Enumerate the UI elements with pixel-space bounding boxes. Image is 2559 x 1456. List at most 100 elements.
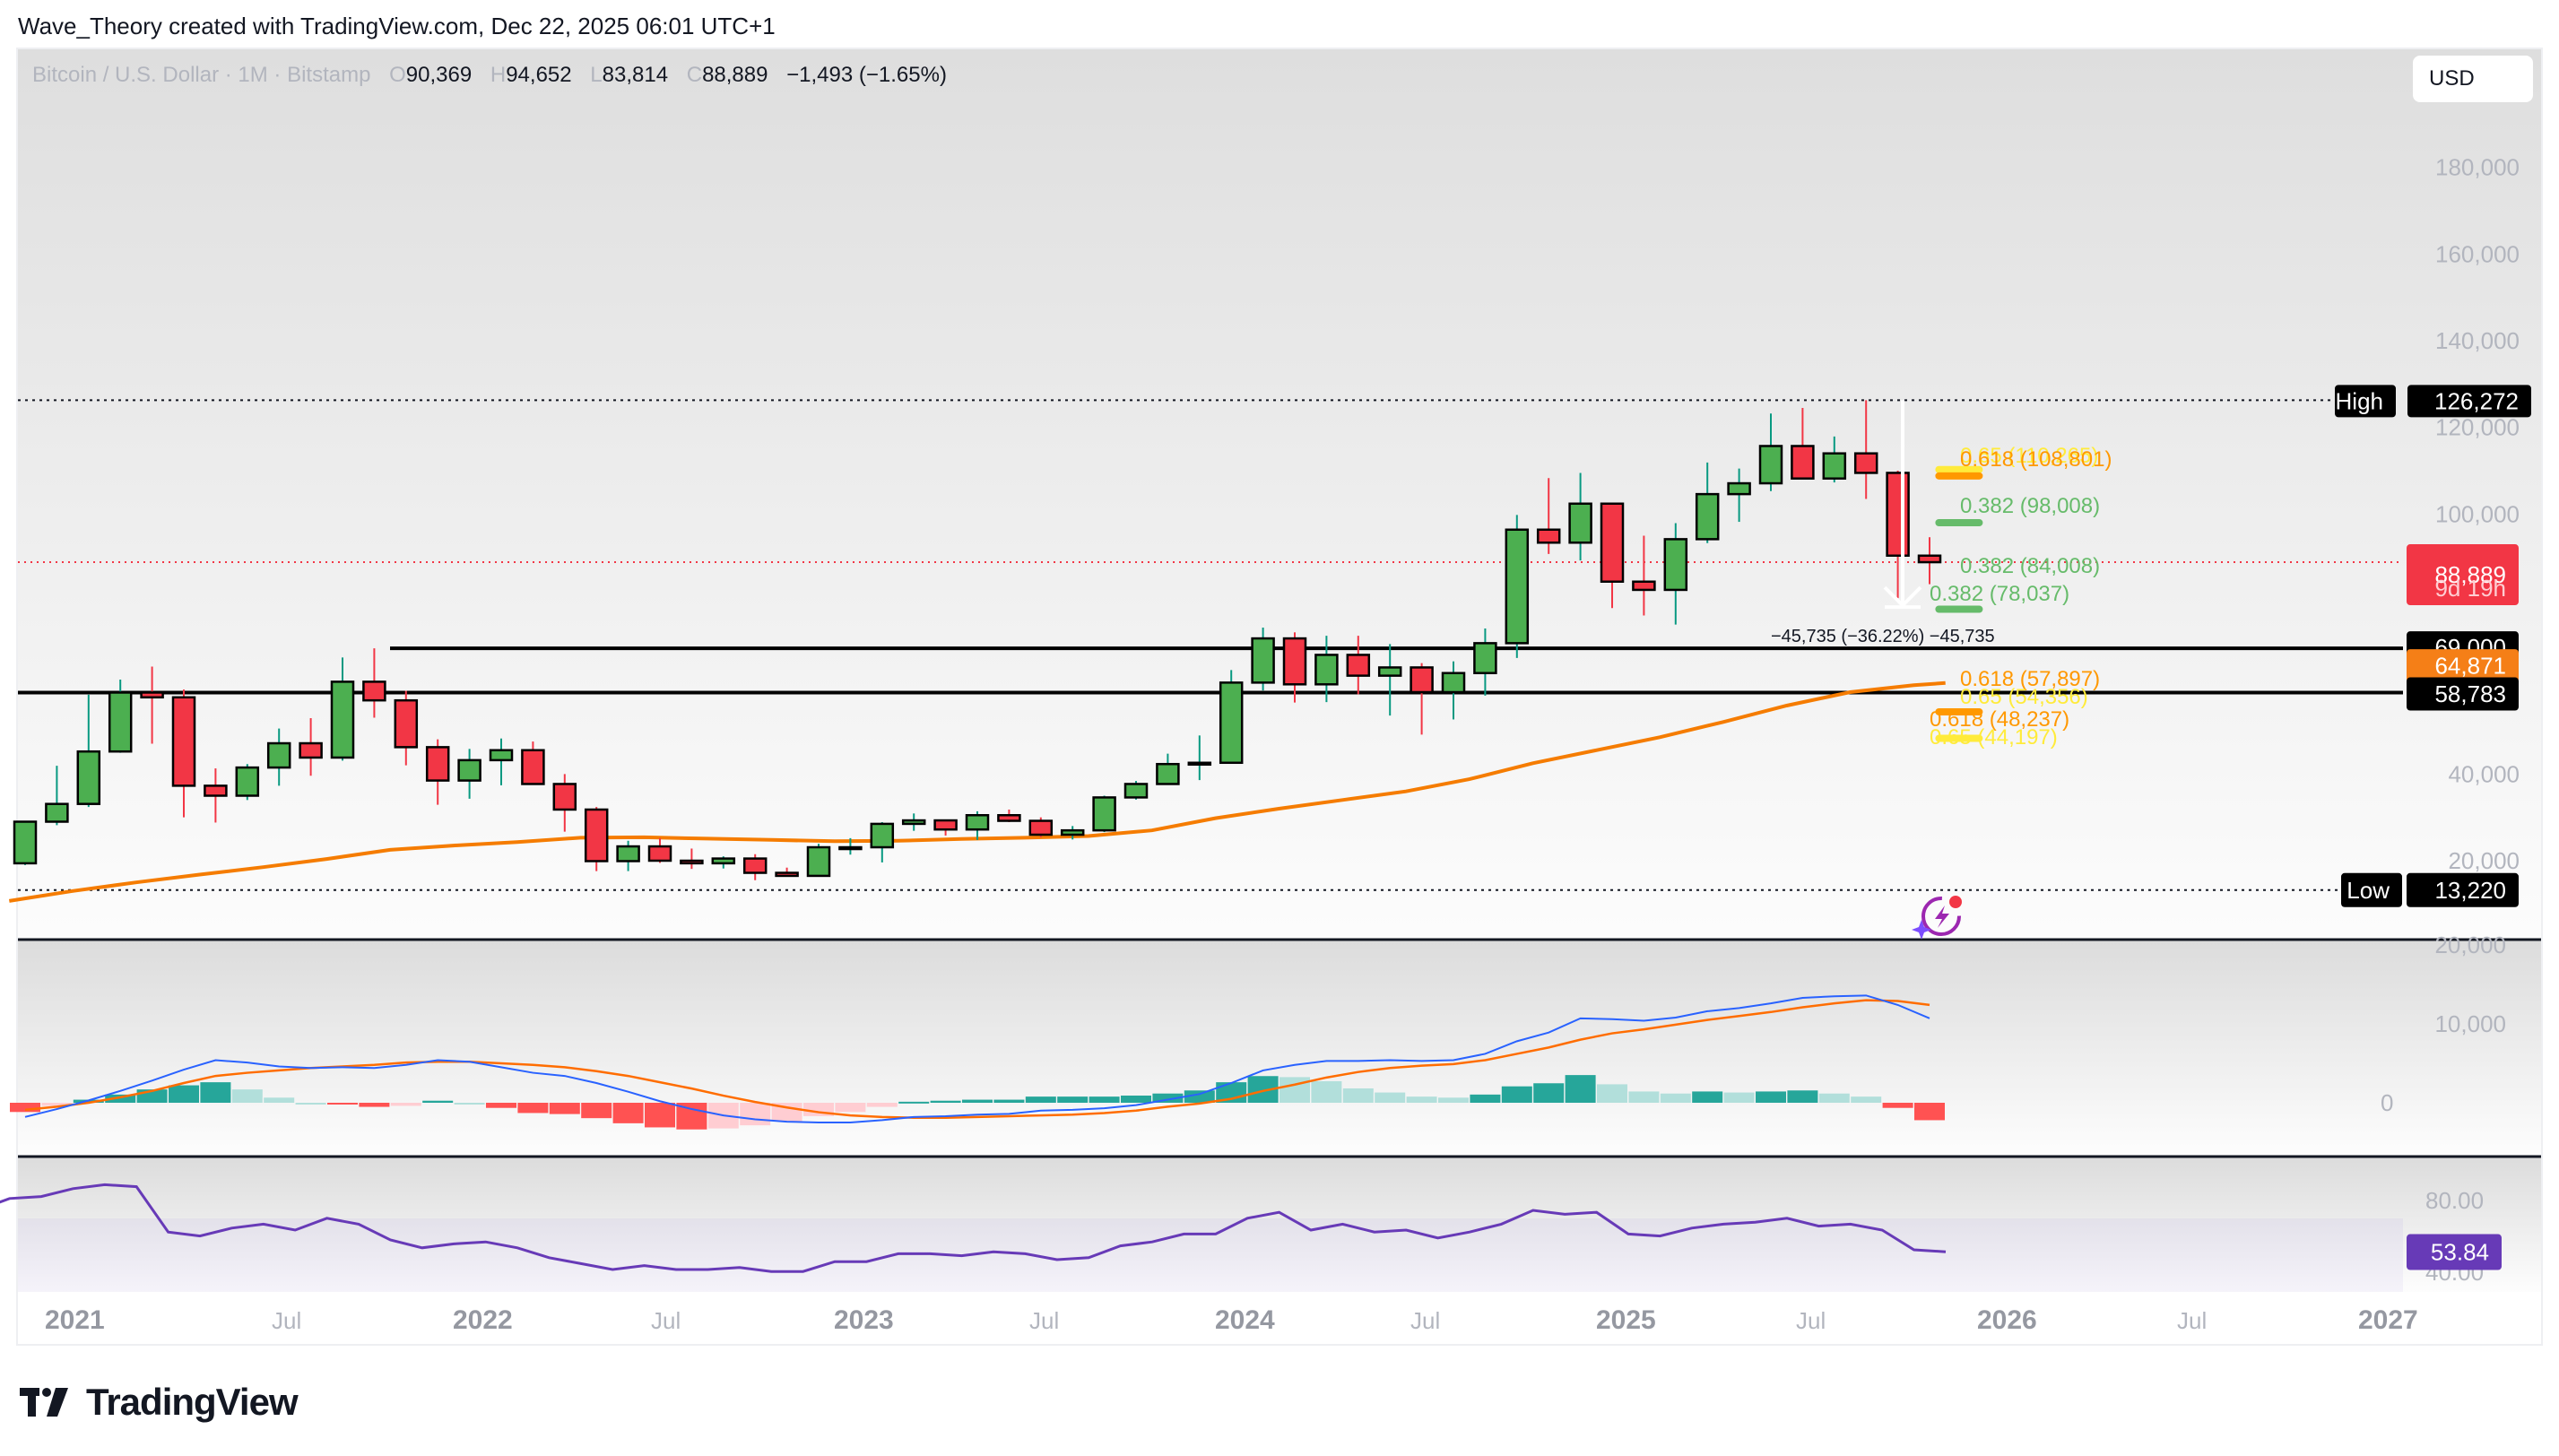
last-price-tag: 88,889: [2407, 544, 2519, 606]
candle: [965, 814, 990, 831]
currency-button[interactable]: USD: [2413, 56, 2533, 102]
candlesticks: [13, 400, 1942, 880]
candle: [870, 822, 895, 849]
fib-annotations: 0.65 (110,265)0.618 (108,801) 0.382 (98,0…: [1771, 400, 2112, 750]
candle: [1251, 637, 1275, 684]
macd-axis-tick: 20,000: [2434, 932, 2506, 958]
candle: [1853, 452, 1878, 474]
fib-level-label: 0.65 (110,265): [1960, 444, 2098, 468]
time-axis-tick: 2022: [453, 1305, 513, 1335]
rsi-value-tag: 53.84: [2407, 1234, 2502, 1270]
tradingview-logo-icon: [20, 1388, 68, 1417]
time-axis-tick: Jul: [1796, 1307, 1826, 1334]
candle: [806, 845, 831, 878]
candle: [1632, 580, 1656, 592]
horizontal-levels: [18, 399, 2403, 891]
candle: [330, 680, 355, 759]
candle: [1028, 819, 1054, 836]
high-label: H: [490, 63, 507, 87]
fib-level-label: 0.65 (44,197): [1930, 725, 2058, 750]
svg-text:53.84: 53.84: [2431, 1239, 2489, 1266]
ema-value-tag: 64,871: [2407, 649, 2519, 683]
candle: [1568, 502, 1592, 544]
tradingview-logo[interactable]: TradingView: [20, 1381, 299, 1424]
candle: [521, 749, 545, 785]
candle: [1822, 452, 1847, 480]
candle: [457, 758, 481, 782]
candle: [204, 784, 228, 797]
macd-axis-tick: 10,000: [2434, 1010, 2506, 1037]
rsi-indicator: [0, 1183, 1947, 1273]
rsi-axis-tick: 80.00: [2425, 1187, 2484, 1214]
open-value: 90,369: [405, 63, 473, 87]
arrow-down-icon: [1883, 585, 1922, 608]
time-axis-tick: 2023: [834, 1305, 894, 1335]
symbol-title[interactable]: Bitcoin / U.S. Dollar · 1M · Bitstamp: [32, 63, 371, 87]
candle: [1282, 637, 1307, 686]
candle: [680, 859, 704, 865]
candle: [742, 857, 768, 874]
high-value: 94,652: [506, 63, 572, 87]
candle: [1791, 445, 1815, 480]
countdown-label: 9d 19h: [2434, 575, 2506, 602]
price-axis-tick: 100,000: [2435, 500, 2520, 527]
candle: [1187, 761, 1212, 767]
lightning-sparkle-icon[interactable]: [1912, 896, 1962, 940]
candle: [584, 808, 609, 862]
price-axis-tick: 140,000: [2435, 327, 2520, 354]
price-axis-tick: 180,000: [2435, 154, 2520, 181]
candle: [1377, 666, 1402, 677]
low-label-tag: Low: [2341, 872, 2402, 907]
svg-text:High: High: [2336, 387, 2383, 414]
change-value: −1,493 (−1.65%): [786, 63, 947, 87]
time-axis-tick: 2026: [1977, 1305, 2037, 1335]
candle: [171, 696, 196, 787]
measure-label: −45,735 (−36.22%) −45,735: [1771, 627, 1995, 646]
main-pane-bg: [18, 49, 2541, 939]
candle: [1060, 828, 1085, 836]
candle: [362, 680, 386, 702]
time-axis-tick: Jul: [1029, 1307, 1059, 1334]
low-value-tag: 13,220: [2407, 872, 2519, 907]
svg-text:13,220: 13,220: [2434, 877, 2506, 904]
low-value: 83,814: [602, 63, 669, 87]
close-value: 88,889: [702, 63, 768, 87]
candle: [997, 814, 1021, 822]
candle: [901, 819, 926, 826]
candle: [266, 741, 291, 769]
fib-level-label: 0.65 (54,356): [1960, 685, 2088, 709]
time-axis-tick: 2027: [2358, 1305, 2418, 1335]
svg-text:88,889: 88,889: [2434, 561, 2506, 588]
price-axis-tick: 120,000: [2435, 414, 2520, 441]
candle: [425, 746, 450, 782]
time-axis-tick: Jul: [651, 1307, 681, 1334]
svg-text:58,783: 58,783: [2434, 680, 2506, 707]
candle: [1473, 642, 1497, 674]
time-axis-tick: 2021: [45, 1305, 105, 1335]
candle: [1695, 492, 1720, 541]
time-axis-tick: Jul: [2177, 1307, 2207, 1334]
candle: [1219, 681, 1244, 765]
macd-pane-bg: [18, 940, 2541, 1156]
candle: [1410, 666, 1434, 694]
candle: [1092, 796, 1116, 832]
candle: [552, 783, 577, 811]
candle: [1156, 762, 1180, 785]
candle: [1536, 528, 1561, 544]
candle: [489, 749, 514, 762]
candle: [1600, 502, 1625, 584]
fib-level-label: 0.618 (48,237): [1930, 707, 2069, 732]
rsi-line: [0, 1183, 1947, 1273]
candle: [1917, 554, 1942, 564]
candle: [140, 691, 164, 699]
fib-level-label: 0.382 (98,008): [1960, 494, 2100, 518]
fib-level-label: 0.618 (57,897): [1960, 667, 2100, 691]
price-axis-tick: 20,000: [2448, 847, 2520, 874]
chart-credit: Wave_Theory created with TradingView.com…: [18, 13, 776, 39]
candle: [1727, 481, 1751, 496]
high-value-tag: 126,272: [2407, 385, 2531, 418]
svg-text:Low: Low: [2346, 877, 2390, 904]
candle: [394, 698, 419, 749]
low-label: L: [590, 63, 603, 87]
